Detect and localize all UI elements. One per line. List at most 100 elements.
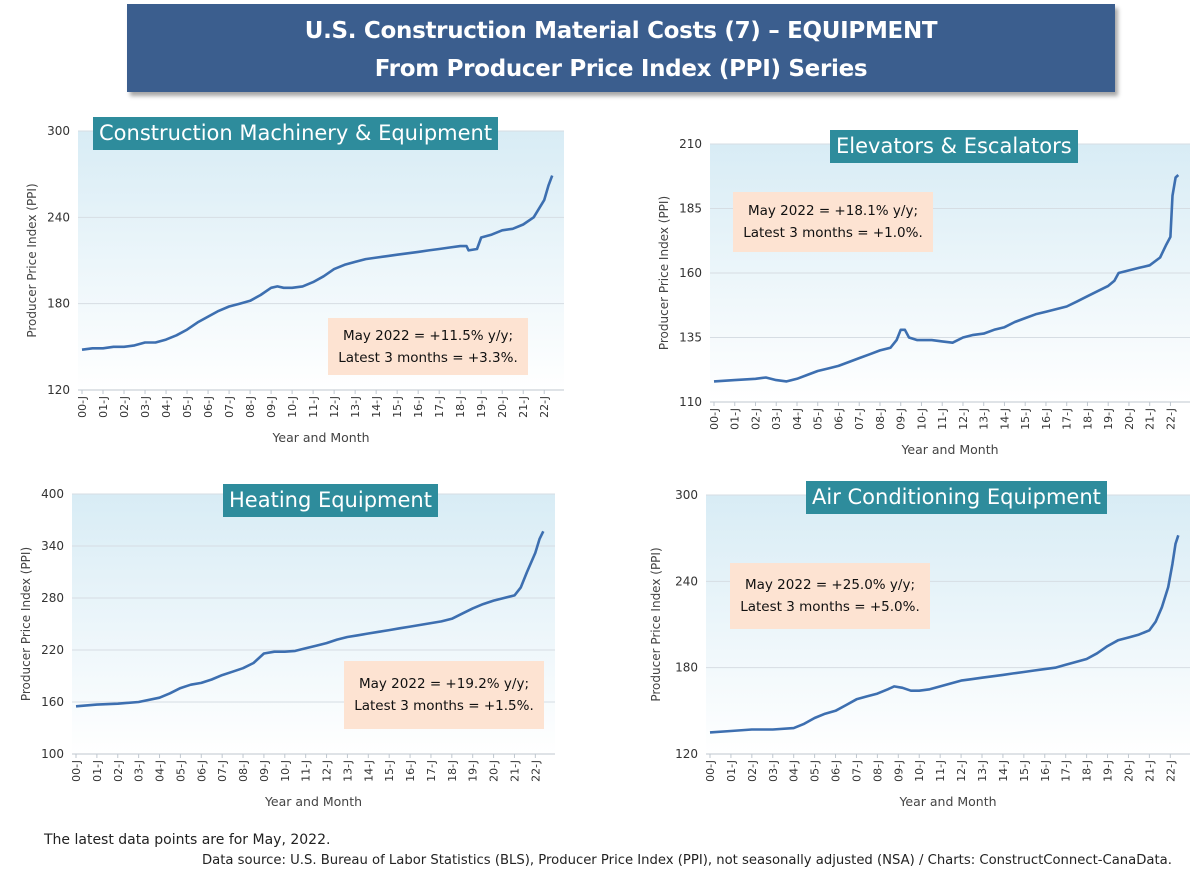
x-tick-label: 09-J — [895, 408, 908, 430]
x-tick-label: 18-J — [446, 760, 459, 782]
x-tick-label: 07-J — [850, 760, 863, 782]
x-tick-label: 22-J — [538, 396, 551, 418]
y-tick-label: 180 — [675, 661, 698, 675]
x-tick-label: 16-J — [1040, 408, 1053, 430]
x-tick-label: 19-J — [1102, 408, 1115, 430]
x-tick-label: 03-J — [133, 760, 146, 782]
x-tick-label: 09-J — [265, 396, 278, 418]
y-tick-label: 210 — [679, 137, 702, 151]
x-tick-label: 22-J — [1164, 408, 1177, 430]
x-tick-label: 12-J — [328, 396, 341, 418]
x-tick-label: 05-J — [174, 760, 187, 782]
annotation-line: May 2022 = +11.5% y/y; — [342, 327, 513, 344]
x-tick-label: 01-J — [91, 760, 104, 782]
x-tick-label: 13-J — [341, 760, 354, 782]
x-tick-label: 00-J — [76, 396, 89, 418]
x-tick-label: 13-J — [978, 408, 991, 430]
chart-title: Elevators & Escalators — [830, 130, 1078, 163]
x-tick-label: 01-J — [725, 760, 738, 782]
annotation-line: Latest 3 months = +1.5%. — [354, 698, 534, 714]
x-tick-label: 00-J — [708, 408, 721, 430]
x-tick-label: 14-J — [997, 760, 1010, 782]
x-tick-label: 13-J — [349, 396, 362, 418]
x-tick-label: 22-J — [1164, 760, 1177, 782]
x-tick-label: 19-J — [1102, 760, 1115, 782]
x-tick-label: 07-J — [216, 760, 229, 782]
x-tick-label: 07-J — [853, 408, 866, 430]
x-tick-label: 11-J — [936, 408, 949, 430]
footer-source-label: Data source: — [202, 853, 286, 868]
y-tick-label: 135 — [679, 331, 702, 345]
x-tick-label: 08-J — [874, 408, 887, 430]
series-line — [709, 534, 1180, 734]
x-tick-label: 19-J — [475, 396, 488, 418]
x-tick-label: 01-J — [97, 396, 110, 418]
x-tick-label: 17-J — [433, 396, 446, 418]
x-tick-label: 20-J — [1122, 760, 1135, 782]
x-tick-label: 10-J — [286, 396, 299, 418]
x-tick-label: 03-J — [139, 396, 152, 418]
x-tick-label: 11-J — [934, 760, 947, 782]
x-tick-label: 14-J — [998, 408, 1011, 430]
y-tick-label: 240 — [47, 210, 70, 224]
chart-title: Air Conditioning Equipment — [806, 481, 1107, 514]
x-tick-label: 07-J — [223, 396, 236, 418]
y-tick-label: 120 — [675, 747, 698, 761]
x-axis-label: Year and Month — [264, 794, 362, 809]
y-tick-label: 160 — [679, 266, 702, 280]
x-tick-label: 06-J — [202, 396, 215, 418]
y-tick-label: 100 — [41, 747, 64, 761]
x-tick-label: 15-J — [383, 760, 396, 782]
x-tick-label: 21-J — [517, 396, 530, 418]
x-tick-label: 17-J — [425, 760, 438, 782]
x-tick-label: 13-J — [976, 760, 989, 782]
y-tick-label: 400 — [41, 487, 64, 501]
x-tick-label: 04-J — [788, 760, 801, 782]
x-tick-label: 10-J — [915, 408, 928, 430]
x-tick-label: 20-J — [496, 396, 509, 418]
y-tick-label: 240 — [675, 574, 698, 588]
x-tick-label: 12-J — [957, 408, 970, 430]
x-tick-label: 02-J — [749, 408, 762, 430]
x-tick-label: 10-J — [279, 760, 292, 782]
chart-title: Heating Equipment — [223, 484, 438, 517]
annotation-box: May 2022 = +18.1% y/y; Latest 3 months = … — [733, 192, 933, 252]
x-tick-label: 14-J — [370, 396, 383, 418]
y-axis-label: Producer Price Index (PPI) — [657, 196, 671, 350]
x-tick-label: 06-J — [195, 760, 208, 782]
x-tick-label: 08-J — [244, 396, 257, 418]
x-tick-label: 01-J — [729, 408, 742, 430]
page-subtitle: From Producer Price Index (PPI) Series — [374, 56, 868, 82]
x-tick-label: 19-J — [467, 760, 480, 782]
annotation-box: May 2022 = +25.0% y/y; Latest 3 months = … — [730, 563, 930, 629]
chart-title: Construction Machinery & Equipment — [93, 117, 499, 150]
x-tick-label: 14-J — [362, 760, 375, 782]
x-tick-label: 05-J — [812, 408, 825, 430]
x-tick-label: 10-J — [913, 760, 926, 782]
page-title: U.S. Construction Material Costs (7) – E… — [304, 18, 938, 44]
y-tick-label: 160 — [41, 695, 64, 709]
x-tick-label: 20-J — [488, 760, 501, 782]
x-tick-label: 22-J — [529, 760, 542, 782]
x-tick-label: 04-J — [154, 760, 167, 782]
y-tick-label: 120 — [47, 383, 70, 397]
y-tick-label: 300 — [47, 124, 70, 138]
x-tick-label: 16-J — [1039, 760, 1052, 782]
annotation-line: May 2022 = +19.2% y/y; — [358, 676, 529, 692]
x-tick-label: 03-J — [767, 760, 780, 782]
x-tick-label: 11-J — [307, 396, 320, 418]
x-tick-label: 05-J — [809, 760, 822, 782]
x-tick-label: 04-J — [791, 408, 804, 430]
x-tick-label: 15-J — [1019, 408, 1032, 430]
annotation-line: May 2022 = +18.1% y/y; — [747, 203, 918, 219]
y-tick-label: 185 — [679, 202, 702, 216]
y-axis-label: Producer Price Index (PPI) — [649, 547, 663, 701]
x-tick-label: 00-J — [704, 760, 717, 782]
annotation-line: Latest 3 months = +3.3%. — [338, 349, 518, 366]
annotation-line: May 2022 = +25.0% y/y; — [744, 577, 915, 593]
x-tick-label: 06-J — [830, 760, 843, 782]
x-tick-label: 20-J — [1123, 408, 1136, 430]
x-tick-label: 11-J — [300, 760, 313, 782]
